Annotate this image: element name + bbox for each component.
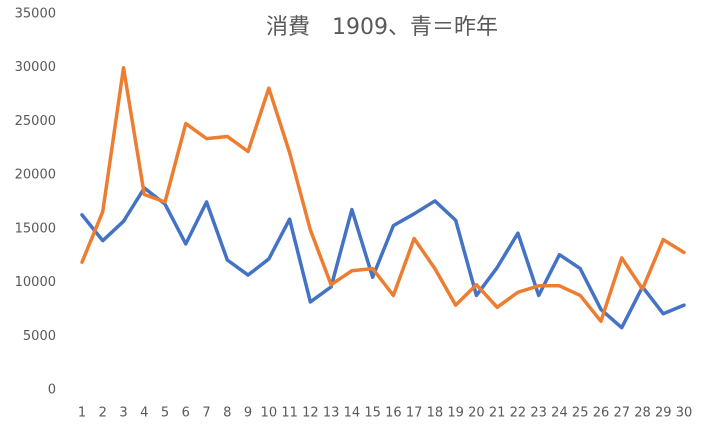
x-tick-label: 5 [161, 406, 169, 421]
y-tick-label: 35000 [15, 7, 56, 22]
x-tick-label: 24 [551, 406, 568, 421]
x-tick-label: 18 [427, 406, 444, 421]
x-tick-label: 16 [385, 406, 402, 421]
x-tick-label: 10 [261, 406, 278, 421]
x-tick-label: 27 [613, 406, 630, 421]
x-tick-label: 14 [344, 406, 361, 421]
series-line [80, 186, 686, 330]
y-tick-label: 25000 [15, 114, 56, 129]
chart-title: 消費 1909、青＝昨年 [266, 15, 498, 40]
x-tick-label: 13 [323, 406, 340, 421]
x-tick-label: 28 [634, 406, 651, 421]
x-tick-label: 29 [655, 406, 672, 421]
x-tick-label: 11 [281, 406, 298, 421]
y-tick-label: 10000 [15, 275, 56, 290]
y-tick-label: 20000 [15, 168, 56, 183]
x-tick-label: 4 [140, 406, 148, 421]
series-line [80, 65, 686, 323]
y-tick-label: 0 [48, 383, 56, 398]
x-tick-label: 12 [302, 406, 319, 421]
x-tick-label: 1 [78, 406, 86, 421]
x-tick-label: 2 [99, 406, 107, 421]
x-tick-label: 25 [572, 406, 589, 421]
x-tick-label: 7 [202, 406, 210, 421]
x-tick-label: 8 [223, 406, 231, 421]
y-tick-label: 30000 [15, 60, 56, 75]
x-tick-label: 26 [593, 406, 610, 421]
x-tick-label: 19 [447, 406, 464, 421]
x-tick-label: 30 [676, 406, 693, 421]
y-tick-label: 5000 [23, 329, 56, 344]
x-tick-label: 3 [119, 406, 127, 421]
x-tick-label: 23 [530, 406, 547, 421]
x-tick-label: 6 [182, 406, 190, 421]
x-tick-label: 15 [364, 406, 381, 421]
x-tick-label: 9 [244, 406, 252, 421]
x-tick-label: 20 [468, 406, 485, 421]
y-tick-label: 15000 [15, 221, 56, 236]
x-tick-label: 22 [510, 406, 527, 421]
x-tick-label: 21 [489, 406, 506, 421]
x-tick-label: 17 [406, 406, 423, 421]
